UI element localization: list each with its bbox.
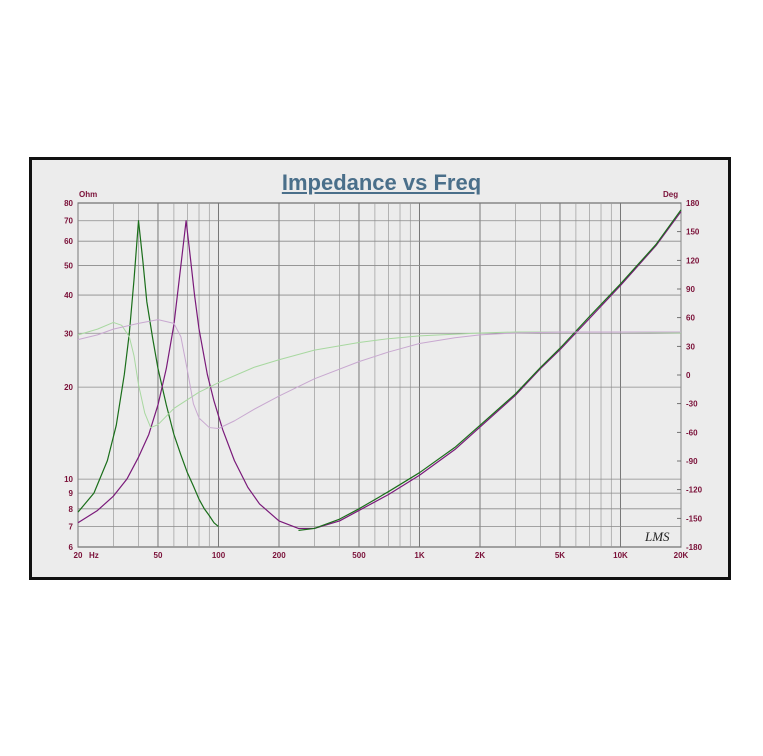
- x-tick-label: 20K: [674, 551, 689, 560]
- x-tick-label: 2K: [475, 551, 485, 560]
- y-left-tick-label: 40: [64, 291, 73, 300]
- y-right-tick-label: 30: [686, 342, 695, 351]
- impedance-curve-2: [77, 211, 682, 530]
- phase-curve-5: [77, 319, 681, 430]
- plot-area: [77, 202, 682, 548]
- watermark: LMS: [644, 529, 670, 544]
- y-left-tick-label: 9: [69, 489, 74, 498]
- y-right-tick-label: -30: [686, 400, 698, 409]
- x-tick-label: 1K: [414, 551, 424, 560]
- y-right-tick-label: 120: [686, 256, 700, 265]
- y-left-tick-label: 20: [64, 383, 73, 392]
- chart-title: Impedance vs Freq: [281, 170, 482, 195]
- x-tick-label: 200: [272, 551, 286, 560]
- y-left-tick-label: 70: [64, 217, 73, 226]
- x-tick-label: 500: [352, 551, 366, 560]
- x-tick-label: 100: [212, 551, 226, 560]
- x-tick-label: 50: [154, 551, 163, 560]
- phase-curve-4: [77, 321, 682, 429]
- y-right-tick-label: 60: [686, 314, 695, 323]
- y-right-tick-label: -150: [686, 514, 703, 523]
- y-right-tick-label: 0: [686, 371, 691, 380]
- x-tick-label: 5K: [555, 551, 565, 560]
- y-left-tick-label: 6: [69, 543, 74, 552]
- y-right-tick-label: 180: [686, 199, 700, 208]
- y-left-tick-label: 10: [64, 475, 73, 484]
- y-left-tick-label: 60: [64, 237, 73, 246]
- y-left-tick-label: 80: [64, 199, 73, 208]
- y-right-tick-label: -90: [686, 457, 698, 466]
- grid: [77, 202, 682, 548]
- y-right-tick-label: -180: [686, 543, 703, 552]
- x-unit-label: Hz: [89, 551, 99, 560]
- impedance-curve-1: [77, 220, 219, 527]
- y-left-tick-label: 30: [64, 329, 73, 338]
- y-right-unit: Deg: [663, 190, 678, 199]
- y-right-tick-label: -120: [686, 486, 703, 495]
- x-tick-label: 20: [74, 551, 83, 560]
- y-left-tick-label: 7: [69, 523, 74, 532]
- y-left-tick-label: 50: [64, 261, 73, 270]
- y-right-tick-label: 90: [686, 285, 695, 294]
- series-layer: [77, 209, 682, 531]
- tick-labels: 20 50 100 200 500 1K 2K 5K 10K 20KHz8070605040302…: [64, 199, 702, 560]
- x-tick-label: 10K: [613, 551, 628, 560]
- y-left-tick-label: 8: [69, 505, 74, 514]
- y-right-tick-label: 150: [686, 228, 700, 237]
- y-left-unit: Ohm: [79, 190, 97, 199]
- y-right-tick-label: -60: [686, 428, 698, 437]
- impedance-curve-3: [298, 209, 682, 531]
